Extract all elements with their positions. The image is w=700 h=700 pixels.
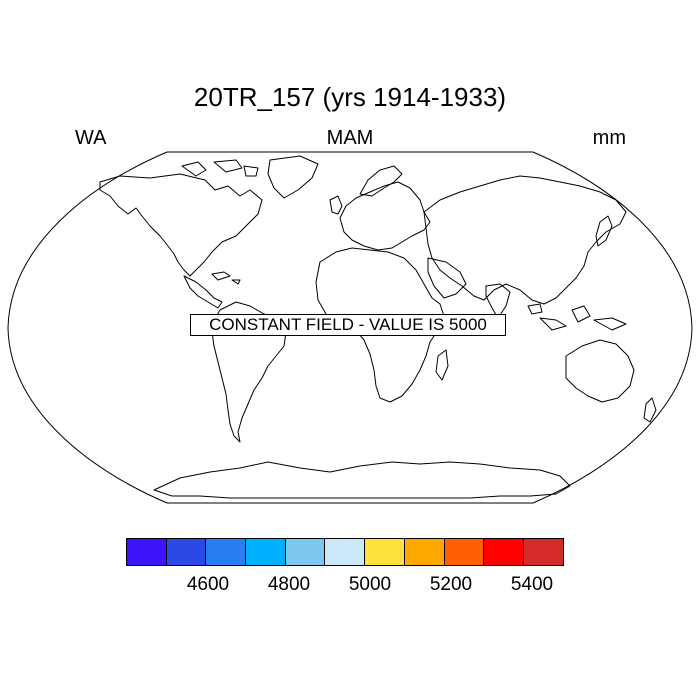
- colorbar-swatch: [284, 538, 326, 566]
- japan-outline: [595, 215, 613, 247]
- colorbar-swatch: [205, 538, 247, 566]
- central-america-outline: [183, 275, 223, 309]
- greenland-outline: [267, 155, 319, 199]
- colorbar-swatch: [324, 538, 366, 566]
- colorbar-tick-label: 5200: [429, 574, 473, 595]
- colorbar-swatch: [245, 538, 286, 566]
- australia-outline: [565, 339, 635, 403]
- madagascar-outline: [435, 349, 449, 381]
- caribbean-outline: [211, 271, 241, 285]
- north-america-outline: [99, 173, 263, 277]
- india-outline: [485, 283, 511, 319]
- colorbar-swatch: [483, 538, 524, 566]
- plot-title: 20TR_157 (yrs 1914-1933): [193, 82, 507, 112]
- colorbar-swatch: [126, 538, 167, 566]
- asia-outline: [423, 175, 627, 305]
- colorbar-tick-label: 4800: [267, 574, 311, 595]
- colorbar-swatch: [165, 538, 207, 566]
- colorbar: [126, 538, 564, 566]
- colorbar-swatch: [443, 538, 485, 566]
- colorbar-tick-label: 5400: [510, 574, 554, 595]
- scandinavia-outline: [359, 165, 403, 197]
- arctic-islands-outline: [181, 159, 259, 177]
- new-zealand-outline: [643, 397, 657, 423]
- map-frame: [7, 151, 693, 504]
- units-label: mm: [592, 127, 626, 149]
- colorbar-swatch: [522, 538, 564, 566]
- colorbar-swatch: [364, 538, 405, 566]
- constant-field-message: CONSTANT FIELD - VALUE IS 5000: [190, 314, 506, 336]
- antarctica-outline: [153, 461, 571, 499]
- colorbar-tick-label: 4600: [186, 574, 230, 595]
- left-label: WA: [75, 127, 107, 149]
- southeast-asia-islands-outline: [527, 303, 627, 331]
- center-label: MAM: [326, 127, 374, 149]
- colorbar-tick-label: 5000: [348, 574, 392, 595]
- europe-outline: [339, 181, 431, 251]
- uk-outline: [329, 195, 343, 215]
- colorbar-swatch: [403, 538, 445, 566]
- arabia-outline: [427, 257, 467, 299]
